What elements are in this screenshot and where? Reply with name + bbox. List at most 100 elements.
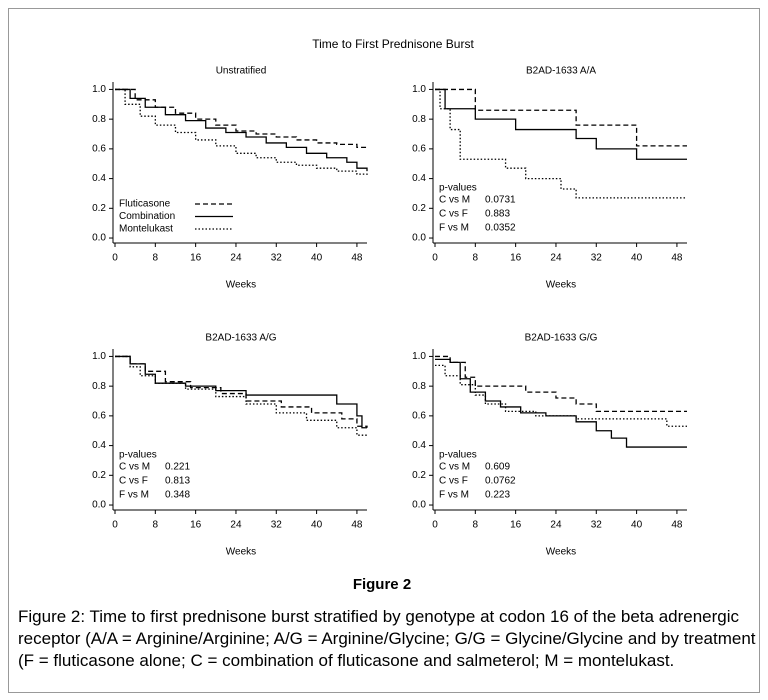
y-tick-label: 0.8 (92, 114, 106, 125)
pvalue: 0.883 (485, 209, 510, 220)
pvalue: 0.0762 (485, 476, 516, 487)
survival-curve (435, 358, 687, 448)
panel-title: B2AD-1633 A/G (205, 333, 276, 344)
legend-label: Fluticasone (119, 199, 171, 210)
x-tick-label: 40 (311, 520, 323, 531)
survival-curve (115, 88, 368, 172)
pvalue-label: F vs M (119, 490, 149, 501)
y-tick-label: 1.0 (92, 84, 106, 95)
pvalues-title: p-values (439, 183, 477, 194)
survival-curve (115, 88, 368, 176)
pvalue: 0.0352 (485, 223, 516, 234)
pvalue: 0.221 (165, 462, 190, 473)
x-tick-label: 0 (432, 520, 438, 531)
x-tick-label: 8 (153, 253, 159, 264)
x-tick-label: 24 (550, 520, 562, 531)
y-tick-label: 0.2 (92, 470, 106, 481)
pvalue-label: F vs M (439, 223, 469, 234)
y-tick-label: 0.4 (92, 440, 106, 451)
survival-curve (435, 88, 687, 199)
x-tick-label: 24 (550, 253, 562, 264)
x-axis-label: Weeks (546, 280, 576, 291)
y-tick-label: 0.8 (412, 381, 426, 392)
y-tick-label: 0.0 (412, 233, 426, 244)
figure-label: Figure 2 (353, 576, 411, 593)
x-tick-label: 48 (351, 253, 363, 264)
survival-curve (435, 88, 687, 147)
y-tick-label: 0.6 (92, 411, 106, 422)
x-tick-label: 48 (351, 520, 363, 531)
y-tick-label: 0.6 (412, 411, 426, 422)
x-tick-label: 8 (473, 520, 479, 531)
pvalue: 0.348 (165, 490, 190, 501)
legend-label: Combination (119, 211, 175, 222)
figure-title: Time to First Prednisone Burst (312, 37, 474, 51)
x-tick-label: 32 (271, 253, 283, 264)
y-tick-label: 0.0 (92, 233, 106, 244)
y-tick-label: 0.4 (412, 173, 426, 184)
x-tick-label: 16 (190, 520, 202, 531)
survival-curve (435, 355, 687, 413)
x-tick-label: 32 (271, 520, 283, 531)
x-tick-label: 48 (671, 520, 683, 531)
pvalue-label: F vs M (439, 490, 469, 501)
pvalue-label: C vs M (439, 195, 470, 206)
x-tick-label: 16 (510, 520, 522, 531)
survival-curve (115, 355, 367, 436)
y-tick-label: 1.0 (412, 351, 426, 362)
x-tick-label: 40 (311, 253, 323, 264)
y-tick-label: 0.8 (412, 114, 426, 125)
pvalue: 0.0731 (485, 195, 516, 206)
x-axis-label: Weeks (226, 280, 256, 291)
x-tick-label: 24 (230, 253, 242, 264)
panel-title: B2AD-1633 G/G (525, 333, 598, 344)
x-tick-label: 32 (591, 253, 603, 264)
y-tick-label: 0.6 (92, 144, 106, 155)
panel-title: B2AD-1633 A/A (526, 66, 596, 77)
pvalue: 0.609 (485, 462, 510, 473)
x-axis-label: Weeks (546, 547, 576, 558)
y-tick-label: 0.2 (412, 470, 426, 481)
x-tick-label: 24 (230, 520, 242, 531)
x-tick-label: 16 (190, 253, 202, 264)
x-axis-label: Weeks (226, 547, 256, 558)
survival-curve (115, 88, 368, 149)
pvalue-label: C vs F (439, 476, 468, 487)
pvalue-label: C vs M (119, 462, 150, 473)
y-tick-label: 1.0 (92, 351, 106, 362)
caption: Figure 2: Time to first prednisone burst… (18, 607, 756, 670)
y-tick-label: 0.4 (412, 440, 426, 451)
x-tick-label: 32 (591, 520, 603, 531)
legend-label: Montelukast (119, 224, 173, 235)
pvalues-title: p-values (119, 450, 157, 461)
survival-curve (115, 355, 367, 429)
x-tick-label: 48 (671, 253, 683, 264)
x-tick-label: 40 (631, 520, 643, 531)
y-tick-label: 0.2 (412, 203, 426, 214)
x-tick-label: 8 (473, 253, 479, 264)
pvalue: 0.813 (165, 476, 190, 487)
pvalues-title: p-values (439, 450, 477, 461)
panel-title: Unstratified (216, 66, 267, 77)
frame (8, 8, 760, 693)
x-tick-label: 16 (510, 253, 522, 264)
y-tick-label: 0.8 (92, 381, 106, 392)
survival-curve (435, 88, 687, 160)
y-tick-label: 0.0 (412, 500, 426, 511)
survival-curve (435, 364, 687, 427)
pvalue-label: C vs F (439, 209, 468, 220)
y-tick-label: 0.2 (92, 203, 106, 214)
x-tick-label: 0 (112, 520, 118, 531)
x-tick-label: 8 (153, 520, 159, 531)
y-tick-label: 0.6 (412, 144, 426, 155)
survival-curve (115, 355, 368, 428)
pvalue: 0.223 (485, 490, 510, 501)
x-tick-label: 0 (112, 253, 118, 264)
y-tick-label: 0.4 (92, 173, 106, 184)
y-tick-label: 1.0 (412, 84, 426, 95)
y-tick-label: 0.0 (92, 500, 106, 511)
pvalue-label: C vs F (119, 476, 148, 487)
x-tick-label: 0 (432, 253, 438, 264)
